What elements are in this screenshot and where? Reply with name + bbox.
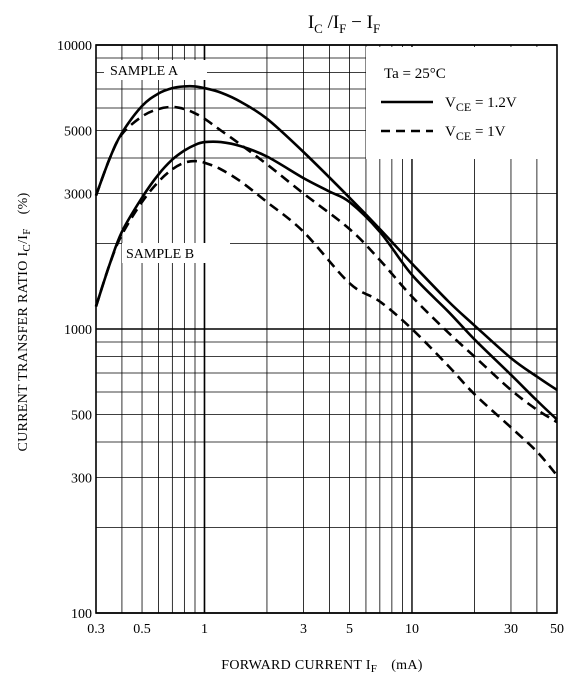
- legend: Ta = 25°C VCE = 1.2V VCE = 1V: [366, 47, 557, 159]
- y-tick-label: 3000: [64, 187, 92, 202]
- series-lines: [94, 84, 558, 477]
- sample-b-label-bg: [122, 243, 230, 263]
- y-axis-label: CURRENT TRANSFER RATIO IC/IF(%): [16, 192, 33, 451]
- plot-frame: [95, 44, 558, 614]
- y-tick-label: 100: [71, 607, 92, 622]
- series-line-sample-b-solid: [94, 140, 558, 421]
- x-tick-label: 1: [201, 622, 208, 637]
- sample-b-label: SAMPLE B: [126, 247, 194, 262]
- series-line-sample-a-dashed: [94, 105, 558, 424]
- x-tick-label: 5: [346, 622, 353, 637]
- x-tick-label: 50: [550, 622, 564, 637]
- x-tick-labels: 0.3 0.5 1 3 5 10 30 50: [87, 622, 564, 637]
- x-axis-label: FORWARD CURRENT IF (mA): [221, 658, 423, 675]
- sample-a-label: SAMPLE A: [110, 64, 179, 79]
- y-tick-label: 1000: [64, 323, 92, 338]
- chart-title: IC /IF − IF: [308, 12, 380, 36]
- x-tick-label: 10: [405, 622, 419, 637]
- y-tick-labels: 100 300 500 1000 3000 5000 10000: [57, 39, 92, 622]
- y-tick-label: 300: [71, 471, 92, 486]
- legend-entry-solid: VCE = 1.2V: [445, 95, 517, 114]
- y-tick-label: 500: [71, 408, 92, 423]
- y-tick-label: 10000: [57, 39, 92, 54]
- x-tick-label: 3: [300, 622, 307, 637]
- x-tick-label: 30: [504, 622, 518, 637]
- legend-condition: Ta = 25°C: [384, 66, 446, 82]
- x-tick-label: 0.3: [87, 622, 105, 637]
- series-line-sample-a-solid: [94, 84, 558, 392]
- sample-a-label-bg: [104, 60, 207, 80]
- legend-entry-dashed: VCE = 1V: [445, 124, 506, 143]
- x-tick-label: 0.5: [133, 622, 151, 637]
- y-tick-label: 5000: [64, 124, 92, 139]
